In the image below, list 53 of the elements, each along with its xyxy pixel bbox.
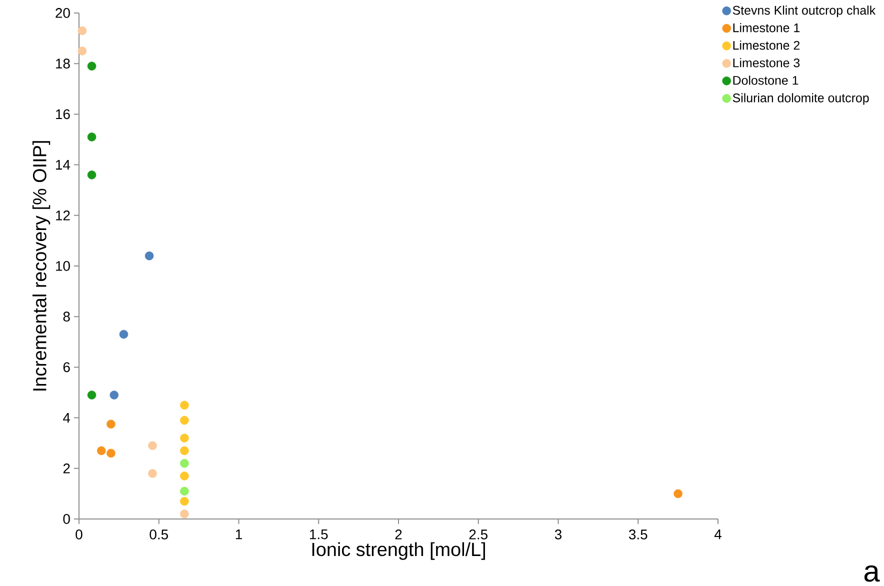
point [180, 434, 189, 442]
point [110, 390, 119, 400]
legend-label: Stevns Klint outcrop chalk [732, 6, 876, 18]
point [96, 446, 106, 456]
y-tick-label: 10 [56, 261, 70, 271]
y-tick-label: 18 [56, 58, 70, 69]
legend-label: Limestone 1 [733, 23, 800, 32]
point [180, 416, 189, 425]
point [78, 46, 87, 56]
legend-label: Limestone 3 [733, 58, 800, 68]
point [180, 486, 189, 496]
x-tick-label: 2.5 [469, 530, 488, 540]
x-tick-label: 0 [76, 530, 82, 540]
legend-label: Dolostone 1 [733, 76, 798, 85]
point [148, 441, 157, 450]
y-tick-label: 6 [63, 362, 70, 372]
y-tick-label: 2 [63, 464, 70, 474]
point [106, 448, 116, 458]
point [180, 400, 189, 410]
point [180, 510, 189, 518]
x-tick-label: 1.5 [310, 530, 328, 540]
y-tick-label: 20 [56, 8, 70, 18]
point [87, 132, 96, 142]
x-tick-label: 2 [395, 530, 402, 540]
point [674, 489, 682, 498]
point [148, 469, 157, 478]
point [144, 251, 154, 260]
point [87, 170, 96, 180]
point [180, 496, 189, 506]
point [106, 420, 116, 429]
point [180, 472, 189, 480]
y-tick-label: 12 [56, 210, 70, 220]
y-tick-label: 0 [63, 514, 70, 524]
text: a [864, 565, 880, 582]
point [180, 458, 189, 468]
point [180, 446, 189, 456]
legend-label: Limestone 2 [733, 40, 800, 50]
x-tick-label: 1 [236, 530, 242, 540]
x-tick-label: 3 [554, 530, 562, 540]
y-tick-label: 14 [56, 160, 70, 170]
point [87, 390, 96, 400]
y-axis-title: Incremental recovery [% OIIP] [32, 141, 50, 390]
x-tick-label: 4 [714, 530, 722, 540]
point [119, 330, 128, 339]
y-tick-label: 16 [56, 109, 70, 120]
y-tick-label: 4 [63, 413, 70, 423]
x-tick-label: 0.5 [150, 530, 168, 540]
legend-label: Silurian dolomite outcrop [732, 93, 869, 105]
x-axis-title: Ionic strength [mol/L] [312, 542, 485, 560]
point [87, 62, 96, 71]
point [78, 26, 87, 36]
x-tick-label: 3.5 [628, 530, 648, 540]
y-tick-label: 8 [63, 312, 70, 322]
